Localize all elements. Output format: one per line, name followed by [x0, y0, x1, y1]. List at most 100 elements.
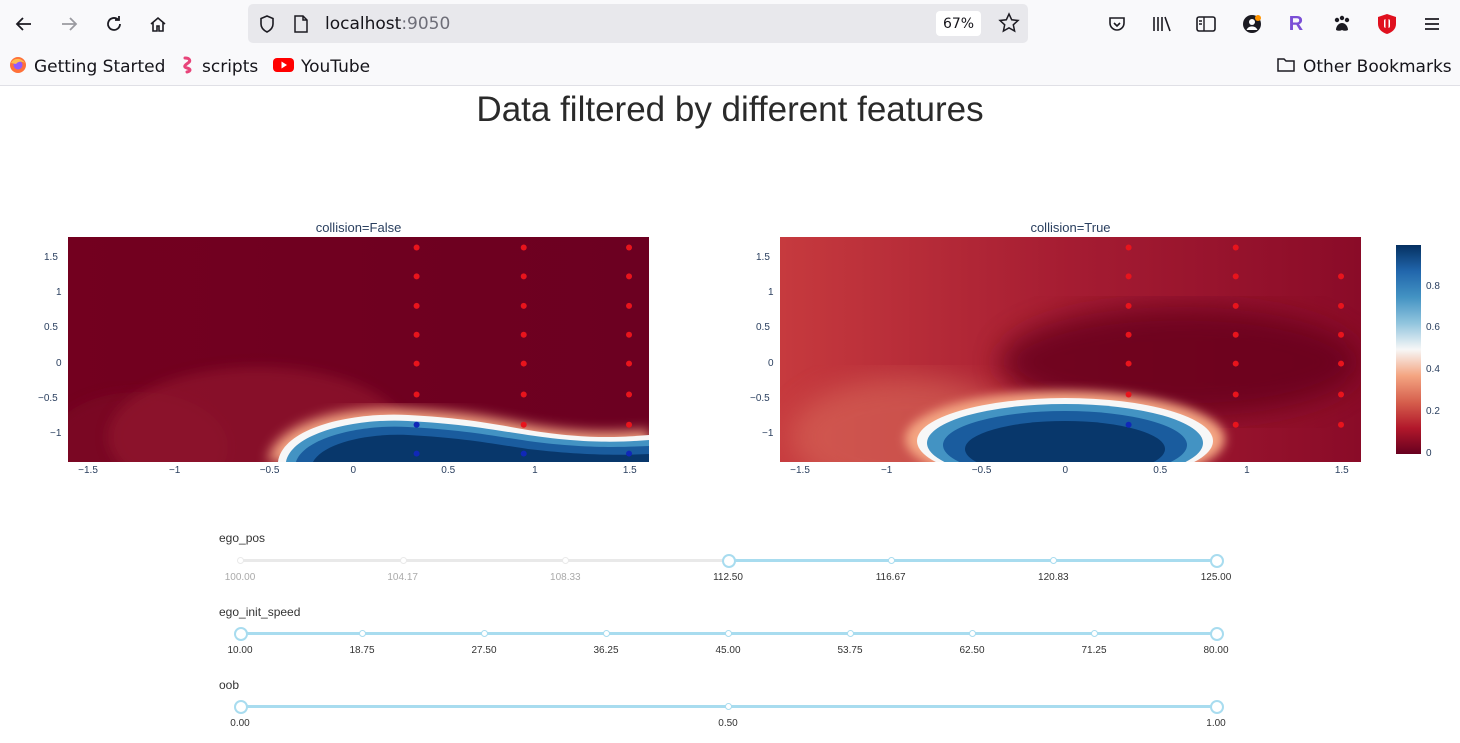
- red-data-point[interactable]: [1125, 244, 1132, 251]
- slider-step-dot[interactable]: [603, 630, 610, 637]
- red-data-point[interactable]: [520, 391, 527, 398]
- red-data-point[interactable]: [413, 360, 420, 367]
- other-bookmarks[interactable]: Other Bookmarks: [1276, 56, 1452, 78]
- account-icon[interactable]: [1237, 9, 1267, 39]
- slider-step-dot[interactable]: [1050, 557, 1058, 564]
- red-data-point[interactable]: [1232, 421, 1239, 428]
- red-data-point[interactable]: [626, 244, 633, 251]
- sidebar-icon[interactable]: [1191, 9, 1221, 39]
- blue-data-point[interactable]: [626, 450, 633, 457]
- x-tick-label: 0.5: [1153, 465, 1168, 476]
- red-data-point[interactable]: [1232, 331, 1239, 338]
- shield-icon[interactable]: [258, 14, 276, 38]
- slider-handle-min[interactable]: [234, 627, 248, 641]
- slider-step-dot[interactable]: [969, 630, 976, 637]
- red-data-point[interactable]: [520, 331, 527, 338]
- slider-handle-max[interactable]: [1210, 700, 1224, 714]
- menu-icon[interactable]: [1417, 9, 1447, 39]
- red-data-point[interactable]: [413, 391, 420, 398]
- red-data-point[interactable]: [1338, 273, 1345, 280]
- red-data-point[interactable]: [413, 302, 420, 309]
- red-data-point[interactable]: [1232, 273, 1239, 280]
- slider-handle-min[interactable]: [722, 554, 736, 568]
- red-data-point[interactable]: [520, 244, 527, 251]
- bookmark-getting-started[interactable]: Getting Started: [9, 56, 165, 78]
- red-data-point[interactable]: [413, 273, 420, 280]
- red-data-point[interactable]: [1338, 391, 1345, 398]
- red-data-point[interactable]: [626, 421, 633, 428]
- red-data-point[interactable]: [1232, 360, 1239, 367]
- red-data-point[interactable]: [626, 360, 633, 367]
- red-data-point[interactable]: [1232, 302, 1239, 309]
- slider-mark-label: 45.00: [715, 645, 741, 656]
- slider-step-dot[interactable]: [399, 557, 407, 564]
- slider-step-dot[interactable]: [725, 630, 732, 637]
- red-data-point[interactable]: [1125, 273, 1132, 280]
- blue-data-point[interactable]: [520, 450, 527, 457]
- blue-data-point[interactable]: [413, 450, 420, 457]
- colorbar-tick: 0.6: [1426, 322, 1440, 333]
- slider-mark-label: 116.67: [875, 572, 906, 583]
- slider-mark-label: 0.50: [718, 718, 738, 729]
- blue-data-point[interactable]: [1125, 421, 1132, 428]
- red-data-point[interactable]: [520, 360, 527, 367]
- red-data-point[interactable]: [1338, 360, 1345, 367]
- page-icon[interactable]: [293, 14, 309, 38]
- slider-step-dot[interactable]: [887, 557, 895, 564]
- red-data-point[interactable]: [1338, 421, 1345, 428]
- ublock-icon[interactable]: [1372, 9, 1402, 39]
- url-bar[interactable]: localhost:9050 67%: [248, 4, 1028, 43]
- library-icon[interactable]: [1147, 9, 1177, 39]
- youtube-icon: [273, 57, 294, 78]
- r-extension-icon[interactable]: R: [1288, 12, 1304, 35]
- red-data-point[interactable]: [1125, 360, 1132, 367]
- slider-handle-max[interactable]: [1210, 627, 1224, 641]
- x-tick-label: 1.5: [622, 465, 637, 476]
- back-icon[interactable]: [9, 9, 39, 39]
- zoom-level[interactable]: 67%: [936, 11, 981, 36]
- red-data-point[interactable]: [626, 273, 633, 280]
- slider-step-dot[interactable]: [359, 630, 366, 637]
- red-data-point[interactable]: [1125, 302, 1132, 309]
- red-data-point[interactable]: [520, 302, 527, 309]
- paw-extension-icon[interactable]: [1327, 9, 1357, 39]
- pocket-icon[interactable]: [1102, 9, 1132, 39]
- red-data-point[interactable]: [626, 331, 633, 338]
- url-text[interactable]: localhost:9050: [325, 14, 450, 34]
- red-data-point[interactable]: [520, 273, 527, 280]
- blue-data-point[interactable]: [413, 421, 420, 428]
- star-icon[interactable]: [998, 12, 1020, 38]
- forward-icon[interactable]: [54, 9, 84, 39]
- x-tick-label: −1: [168, 465, 181, 476]
- slider-step-dot[interactable]: [562, 557, 570, 564]
- bookmark-label: Getting Started: [34, 57, 166, 77]
- home-icon[interactable]: [143, 9, 173, 39]
- bookmark-scripts[interactable]: scripts: [181, 56, 258, 78]
- slider-track[interactable]: [728, 559, 1216, 562]
- red-data-point[interactable]: [1338, 302, 1345, 309]
- red-data-point[interactable]: [626, 391, 633, 398]
- red-data-point[interactable]: [1232, 391, 1239, 398]
- red-data-point[interactable]: [413, 331, 420, 338]
- reload-icon[interactable]: [99, 9, 129, 39]
- firefox-icon: [9, 56, 27, 79]
- slider-handle-max[interactable]: [1210, 554, 1224, 568]
- red-data-point[interactable]: [1125, 391, 1132, 398]
- slider-handle-min[interactable]: [234, 700, 248, 714]
- slider-step-dot[interactable]: [725, 703, 732, 710]
- bookmark-youtube[interactable]: YouTube: [273, 56, 370, 78]
- red-data-point[interactable]: [1232, 244, 1239, 251]
- red-data-point[interactable]: [520, 421, 527, 428]
- red-data-point[interactable]: [1125, 331, 1132, 338]
- slider-step-dot[interactable]: [237, 557, 244, 564]
- slider-step-dot[interactable]: [847, 630, 854, 637]
- red-data-point[interactable]: [413, 244, 420, 251]
- red-data-point[interactable]: [626, 302, 633, 309]
- heatmap-collision-true[interactable]: [780, 237, 1361, 462]
- heatmap-collision-false[interactable]: [68, 237, 649, 462]
- slider-step-dot[interactable]: [481, 630, 488, 637]
- y-tick-label: −1: [762, 427, 774, 439]
- red-data-point[interactable]: [1338, 331, 1345, 338]
- slider-step-dot[interactable]: [1091, 630, 1098, 637]
- y-tick-label: 1.5: [44, 252, 58, 264]
